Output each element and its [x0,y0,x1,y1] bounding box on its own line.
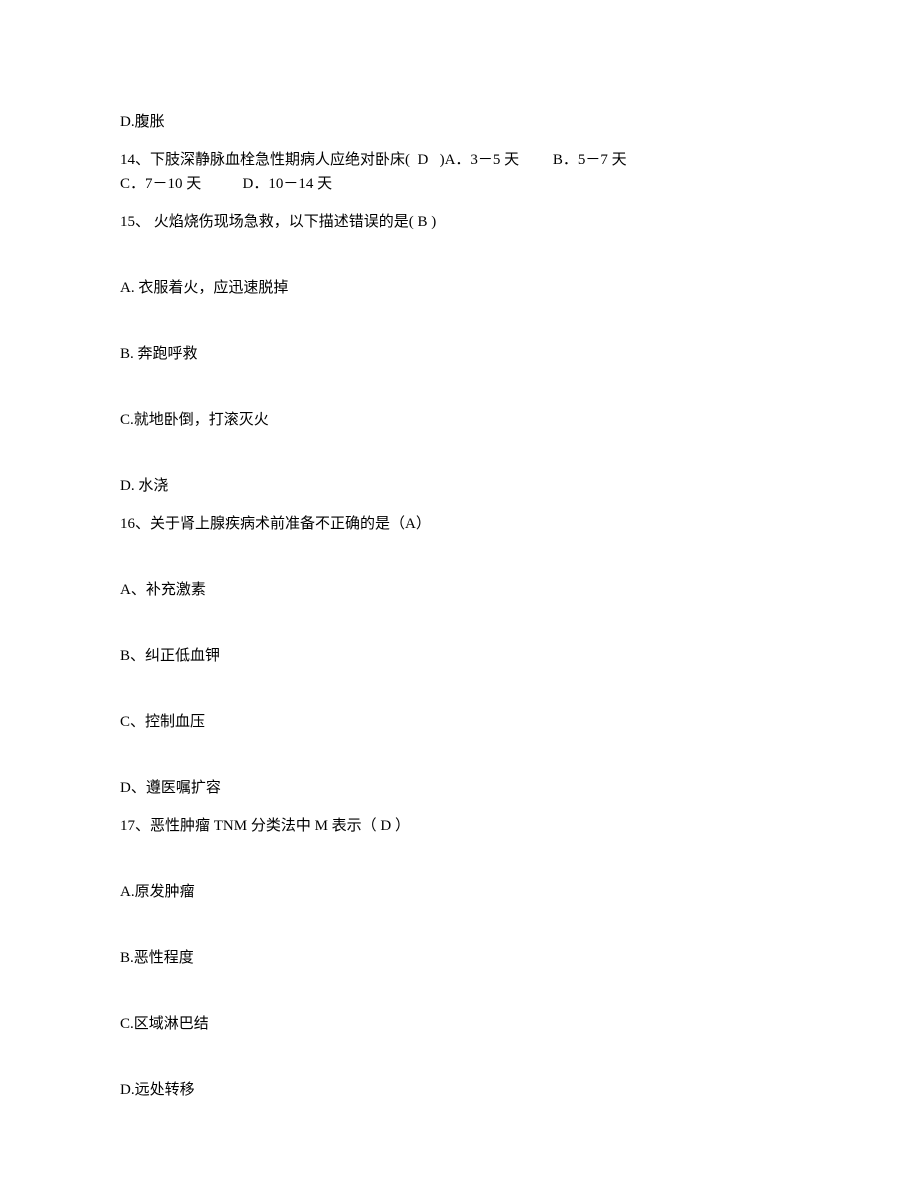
q15-option-c: C.就地卧倒，打滚灭火 [120,408,800,432]
q16-line1: 16、关于肾上腺疾病术前准备不正确的是（A） [120,512,800,536]
q15-line1: 15、 火焰烧伤现场急救，以下描述错误的是( B ) [120,210,800,234]
q14-line1: 14、下肢深静脉血栓急性期病人应绝对卧床( D )A．3－5 天 B．5－7 天 [120,148,800,172]
q17-option-b: B.恶性程度 [120,946,800,970]
q15-option-d: D. 水浇 [120,474,800,498]
q14-number: 14、 [120,152,150,168]
q16-option-a: A、补充激素 [120,578,800,602]
q16-stem: 关于肾上腺疾病术前准备不正确的是（A） [150,516,431,532]
q16-option-c: C、控制血压 [120,710,800,734]
q16-number: 16、 [120,516,150,532]
q15-stem: 火焰烧伤现场急救，以下描述错误的是( B ) [154,214,437,230]
document-body: D.腹胀 14、下肢深静脉血栓急性期病人应绝对卧床( D )A．3－5 天 B．… [120,110,800,1102]
q14-line2: C．7－10 天 D．10－14 天 [120,172,800,196]
q17-number: 17、 [120,818,150,834]
q15-option-b: B. 奔跑呼救 [120,342,800,366]
q16-option-d: D、遵医嘱扩容 [120,776,800,800]
q15-number: 15、 [120,214,154,230]
q17-line1: 17、恶性肿瘤 TNM 分类法中 M 表示（ D ） [120,814,800,838]
q16-option-b: B、纠正低血钾 [120,644,800,668]
q17-stem: 恶性肿瘤 TNM 分类法中 M 表示（ D ） [150,818,410,834]
q17-option-c: C.区域淋巴结 [120,1012,800,1036]
q13-option-d: D.腹胀 [120,110,800,134]
q14-stem: 下肢深静脉血栓急性期病人应绝对卧床( D )A．3－5 天 B．5－7 天 [150,152,627,168]
q17-option-d: D.远处转移 [120,1078,800,1102]
q17-option-a: A.原发肿瘤 [120,880,800,904]
q15-option-a: A. 衣服着火，应迅速脱掉 [120,276,800,300]
